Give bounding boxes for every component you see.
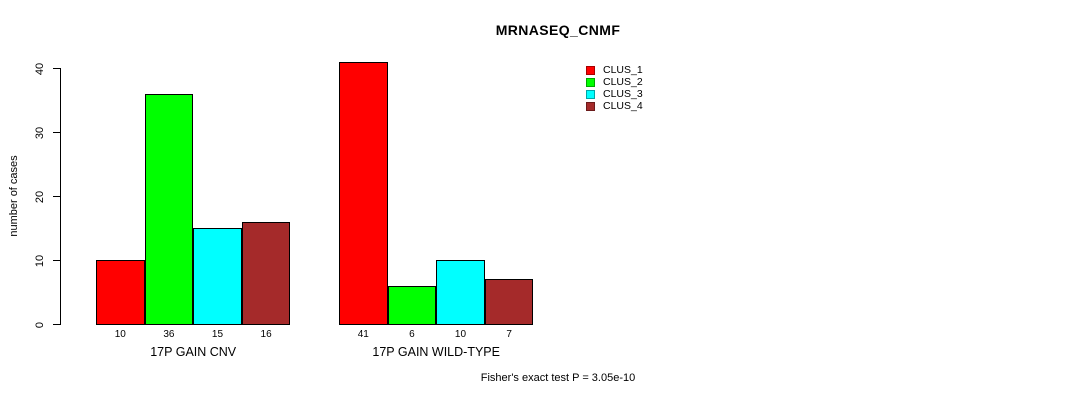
bar-CLUS_1-group1 — [96, 260, 145, 325]
bar-value-label: 36 — [163, 329, 175, 340]
chart-title: MRNASEQ_CNMF — [495, 22, 621, 38]
bar-CLUS_1-group2 — [339, 61, 388, 325]
x-group-label: 17P GAIN CNV — [150, 345, 237, 359]
y-tick-label: 40 — [34, 62, 46, 75]
y-tick-label: 20 — [34, 190, 46, 203]
bar-CLUS_3-group2 — [436, 260, 485, 325]
y-tick-label: 10 — [34, 254, 46, 267]
y-axis-label: number of cases — [8, 155, 20, 237]
bar-value-label: 7 — [506, 329, 512, 340]
y-tick — [53, 68, 60, 69]
bar-value-label: 6 — [409, 329, 415, 340]
bar-value-label: 10 — [454, 329, 467, 340]
y-tick-label: 30 — [34, 126, 46, 139]
legend-label: CLUS_4 — [603, 100, 643, 112]
legend-swatch-icon — [586, 77, 595, 87]
y-tick — [53, 132, 60, 133]
bar-value-label: 41 — [357, 329, 369, 340]
legend-label: CLUS_2 — [603, 76, 643, 88]
legend-swatch-icon — [586, 101, 595, 111]
legend-label: CLUS_1 — [603, 64, 643, 76]
legend: CLUS_1 CLUS_2 CLUS_3 CLUS_4 — [586, 64, 643, 112]
bar-value-label: 10 — [114, 329, 126, 340]
bar-CLUS_4-group1 — [241, 221, 291, 325]
legend-swatch-icon — [586, 65, 595, 75]
bar-value-label: 15 — [211, 329, 224, 340]
x-group-label: 17P GAIN WILD-TYPE — [372, 345, 500, 359]
bar-CLUS_3-group1 — [193, 228, 242, 325]
legend-swatch-icon — [586, 89, 595, 99]
bar-value-label: 16 — [260, 329, 272, 340]
y-tick — [53, 196, 60, 197]
legend-item-CLUS_2: CLUS_2 — [586, 76, 643, 88]
y-tick — [53, 260, 60, 261]
legend-item-CLUS_1: CLUS_1 — [586, 64, 643, 76]
legend-label: CLUS_3 — [603, 88, 643, 100]
annotation-text: Fisher's exact test P = 3.05e-10 — [480, 372, 636, 384]
bar-CLUS_2-group1 — [144, 93, 194, 325]
y-axis-line — [60, 68, 61, 325]
legend-item-CLUS_3: CLUS_3 — [586, 88, 643, 100]
y-tick-label: 0 — [34, 321, 46, 328]
y-tick — [53, 324, 60, 325]
bar-CLUS_4-group2 — [484, 279, 534, 325]
bar-CLUS_2-group2 — [387, 285, 437, 325]
legend-item-CLUS_4: CLUS_4 — [586, 100, 643, 112]
